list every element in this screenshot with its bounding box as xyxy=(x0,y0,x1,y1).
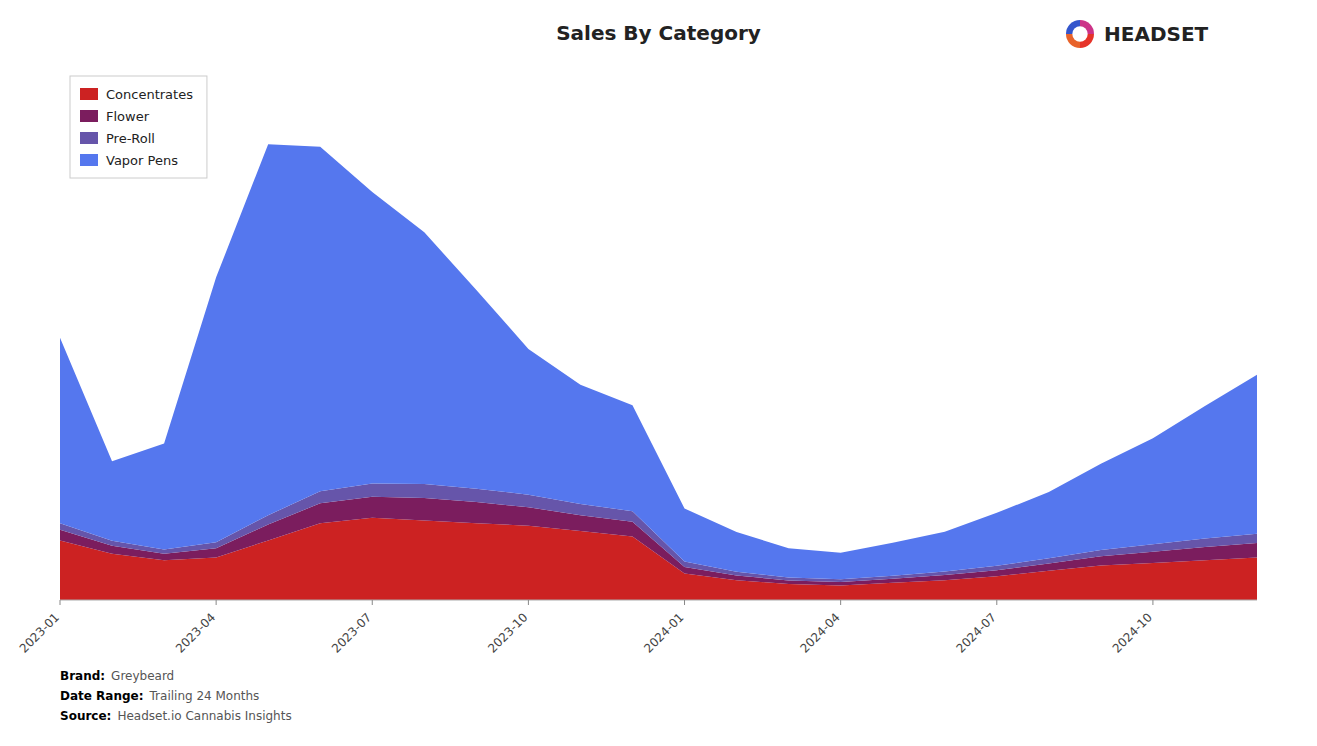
legend-label: Vapor Pens xyxy=(106,153,178,168)
x-tick-label: 2024-07 xyxy=(954,610,999,655)
x-tick-label: 2023-04 xyxy=(173,610,218,655)
x-tick xyxy=(996,600,997,605)
x-tick xyxy=(60,600,61,605)
annotation-text: Headset.io Cannabis Insights xyxy=(117,709,291,723)
annotation-text: Greybeard xyxy=(111,669,174,683)
annotation-label: Brand: xyxy=(60,669,105,683)
area xyxy=(60,144,1257,579)
annotation: Source: Headset.io Cannabis Insights xyxy=(60,709,292,723)
x-tick-label: 2024-10 xyxy=(1110,610,1155,655)
logo-center xyxy=(1072,26,1087,41)
logo-text: HEADSET xyxy=(1104,22,1209,46)
legend-label: Concentrates xyxy=(106,87,193,102)
legend-swatch xyxy=(80,88,98,100)
x-tick-label: 2024-01 xyxy=(641,610,686,655)
legend-swatch xyxy=(80,154,98,166)
x-tick xyxy=(684,600,685,605)
x-tick xyxy=(372,600,373,605)
annotation: Brand: Greybeard xyxy=(60,669,174,683)
logo: HEADSET xyxy=(1066,20,1209,48)
legend-frame xyxy=(70,76,207,178)
legend-swatch xyxy=(80,110,98,122)
annotation-label: Source: xyxy=(60,709,111,723)
x-tick xyxy=(1152,600,1153,605)
annotation-label: Date Range: xyxy=(60,689,144,703)
legend-swatch xyxy=(80,132,98,144)
legend-label: Flower xyxy=(106,109,150,124)
x-tick-label: 2024-04 xyxy=(797,610,842,655)
x-axis xyxy=(60,600,1257,601)
annotation: Date Range: Trailing 24 Months xyxy=(60,689,259,703)
x-tick xyxy=(216,600,217,605)
x-tick-label: 2023-10 xyxy=(485,610,530,655)
legend: Concentrates Flower Pre-Roll Vapor Pens xyxy=(70,76,207,178)
x-tick xyxy=(528,600,529,605)
x-tick-label: 2023-01 xyxy=(17,610,62,655)
x-tick xyxy=(840,600,841,605)
x-tick-label: 2023-07 xyxy=(329,610,374,655)
legend-label: Pre-Roll xyxy=(106,131,155,146)
areas xyxy=(60,144,1257,600)
chart: Sales By Category 2023-01 2023-04 2023-07 20… xyxy=(0,0,1317,746)
annotation-text: Trailing 24 Months xyxy=(149,689,260,703)
title: Sales By Category xyxy=(556,21,761,45)
